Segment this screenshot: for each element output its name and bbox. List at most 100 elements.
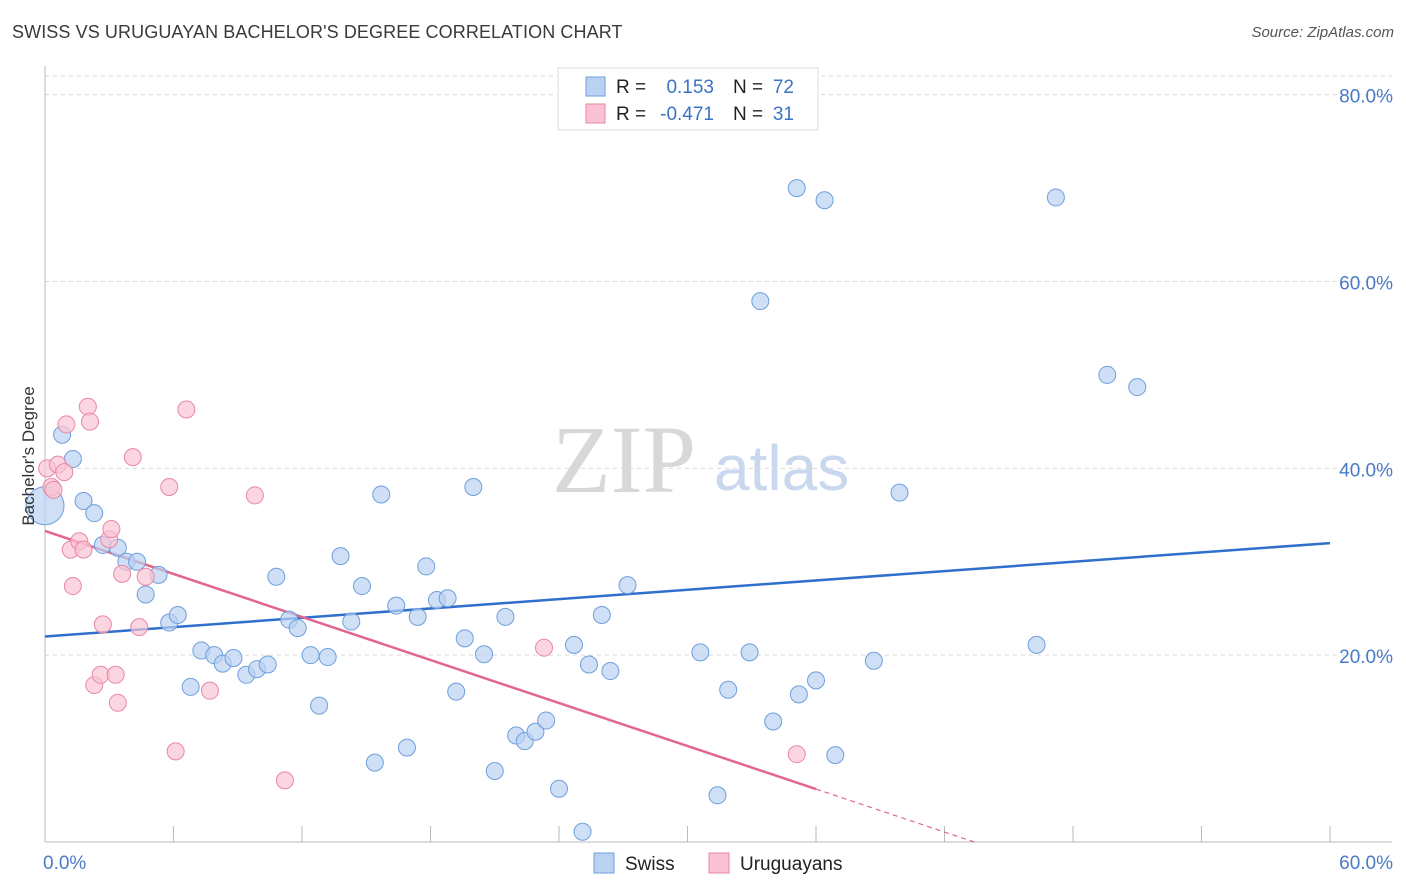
swiss-point: [526, 722, 545, 741]
uruguayan-trend-extension: [815, 788, 975, 843]
bottom-legend-swatch-uruguayans: [708, 852, 730, 874]
uruguayan-point: [160, 478, 179, 497]
uruguayan-point: [108, 693, 127, 712]
swiss-point: [136, 585, 155, 604]
legend-swatch-uruguayans: [585, 103, 606, 124]
legend: R = 0.153 N = 72 R = -0.471 N = 31: [557, 67, 819, 131]
swiss-point: [826, 746, 845, 765]
swiss-point: [751, 292, 770, 311]
y-tick-label: 20.0%: [1339, 647, 1393, 668]
swiss-point: [496, 607, 515, 626]
swiss-point: [464, 478, 483, 497]
uruguayan-point: [91, 665, 110, 684]
legend-uru-r-label: R =: [616, 104, 646, 125]
swiss-point: [74, 492, 93, 511]
uruguayan-point: [275, 771, 294, 790]
swiss-point: [1098, 365, 1117, 384]
uruguayan-point: [80, 412, 99, 431]
swiss-point: [455, 629, 474, 648]
y-tick-label: 40.0%: [1339, 460, 1393, 481]
swiss-point: [807, 671, 825, 690]
x-tick-label-max: 60.0%: [1339, 853, 1393, 874]
swiss-point: [789, 685, 808, 704]
uruguayan-point: [78, 397, 97, 416]
chart-title: SWISS VS URUGUAYAN BACHELOR'S DEGREE COR…: [12, 22, 623, 42]
bottom-legend: Swiss Uruguayans: [593, 852, 842, 875]
swiss-point: [618, 576, 637, 595]
legend-uru-n-label: N =: [733, 104, 763, 125]
x-tick-label-min: 0.0%: [43, 853, 86, 874]
swiss-point: [890, 483, 909, 502]
uruguayan-point: [102, 520, 121, 539]
swiss-point: [128, 552, 147, 571]
bottom-legend-swiss: Swiss: [625, 854, 675, 875]
swiss-point: [331, 547, 350, 566]
uruguayan-point: [245, 486, 264, 505]
swiss-point: [719, 680, 738, 699]
gridlines: [45, 75, 1392, 656]
swiss-point: [708, 786, 727, 805]
data-points: [25, 179, 1147, 841]
legend-swiss-n-value: 72: [773, 77, 794, 98]
uruguayan-point: [130, 618, 149, 637]
swiss-point: [365, 753, 384, 772]
uruguayan-point: [200, 681, 219, 700]
swiss-point: [787, 179, 806, 198]
swiss-point: [387, 596, 406, 615]
swiss-point: [372, 485, 391, 504]
tick-labels: 0.0% 60.0% 20.0% 40.0% 60.0% 80.0%: [43, 87, 1393, 874]
swiss-point: [267, 567, 286, 586]
swiss-point: [475, 645, 494, 664]
uruguayan-point: [136, 567, 155, 586]
watermark: ZIP atlas: [552, 406, 849, 513]
uruguayan-point: [93, 615, 112, 634]
swiss-point: [764, 712, 783, 731]
swiss-point: [168, 606, 187, 625]
uruguayan-point: [535, 638, 554, 657]
uruguayan-point: [106, 665, 125, 684]
swiss-point: [592, 606, 611, 625]
legend-swiss-r-label: R =: [616, 77, 646, 98]
swiss-point: [181, 677, 200, 696]
swiss-point: [224, 648, 243, 667]
swiss-point: [438, 589, 457, 608]
swiss-point: [310, 696, 329, 715]
y-tick-label: 80.0%: [1339, 87, 1393, 108]
y-tick-label: 60.0%: [1339, 274, 1393, 295]
y-axis-title: Bachelor's Degree: [19, 386, 38, 525]
swiss-trend-line: [44, 541, 1331, 638]
uruguayan-point: [166, 742, 185, 761]
swiss-point: [564, 635, 583, 654]
legend-uru-n-value: 31: [773, 104, 794, 125]
swiss-point: [85, 504, 104, 523]
axes: [44, 66, 1392, 843]
swiss-point: [397, 738, 416, 757]
swiss-point: [573, 822, 592, 841]
swiss-point: [601, 662, 620, 681]
uruguayan-point: [44, 480, 63, 499]
trend-lines: [44, 529, 1331, 843]
swiss-point: [258, 655, 277, 674]
swiss-point: [301, 646, 320, 665]
chart-source: Source: ZipAtlas.com: [1251, 24, 1394, 41]
legend-swiss-r-value: 0.153: [666, 77, 714, 98]
swiss-point: [579, 655, 598, 674]
watermark-zip: ZIP: [552, 406, 696, 513]
uruguayan-trend-line: [44, 529, 817, 791]
swiss-point: [352, 577, 371, 596]
swiss-point: [485, 762, 504, 781]
uruguayan-point: [63, 577, 82, 596]
swiss-point: [342, 612, 361, 631]
swiss-point: [447, 682, 466, 701]
uruguayan-point: [57, 415, 76, 434]
swiss-point: [740, 643, 759, 662]
swiss-point: [1128, 378, 1147, 397]
swiss-point: [550, 779, 568, 798]
swiss-point: [408, 607, 427, 626]
legend-uru-r-value: -0.471: [660, 104, 714, 125]
legend-swatch-swiss: [585, 76, 606, 97]
uruguayan-point: [787, 745, 806, 764]
swiss-point: [318, 648, 337, 667]
uruguayan-point: [74, 540, 93, 559]
